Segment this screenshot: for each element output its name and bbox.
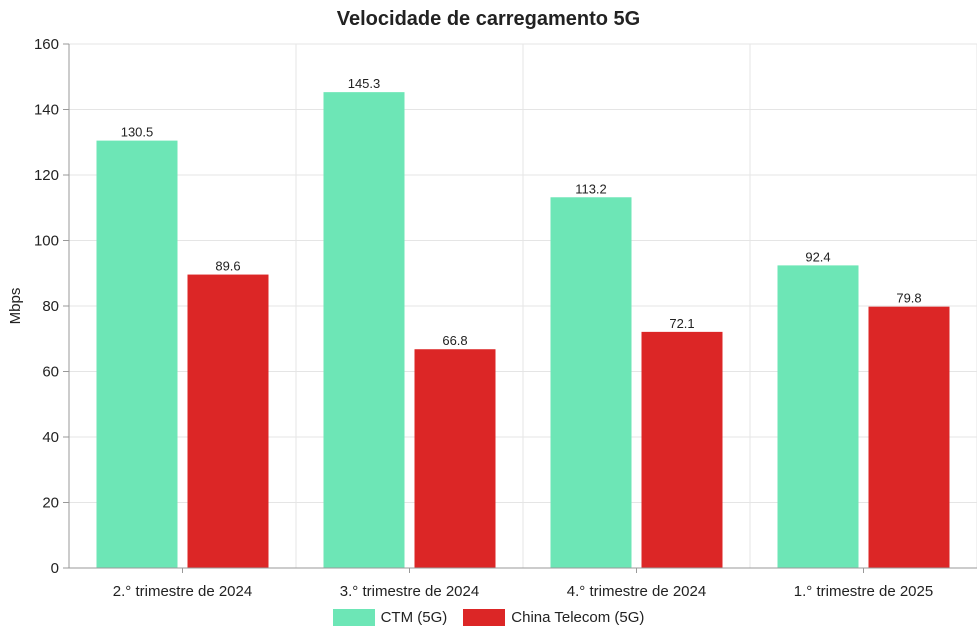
data-label: 145.3 xyxy=(348,76,381,91)
y-tick-label: 20 xyxy=(42,495,59,512)
data-label: 89.6 xyxy=(215,259,240,274)
data-label: 113.2 xyxy=(575,181,607,196)
bar-ctm[interactable] xyxy=(777,265,859,568)
y-tick-label: 0 xyxy=(51,560,59,577)
y-tick-label: 80 xyxy=(42,298,59,315)
x-tick-label: 3.° trimestre de 2024 xyxy=(340,583,479,600)
y-tick-label: 40 xyxy=(42,429,59,446)
bar-china-telecom[interactable] xyxy=(414,349,496,568)
data-label: 79.8 xyxy=(896,291,921,306)
bar-china-telecom[interactable] xyxy=(641,331,723,568)
y-tick-label: 160 xyxy=(34,36,59,53)
legend-item-china-telecom[interactable]: China Telecom (5G) xyxy=(463,609,644,626)
data-label: 130.5 xyxy=(121,125,154,140)
x-tick-label: 1.° trimestre de 2025 xyxy=(794,583,933,600)
bar-ctm[interactable] xyxy=(96,140,178,569)
x-tick-label: 2.° trimestre de 2024 xyxy=(113,583,252,600)
data-label: 72.1 xyxy=(669,316,694,331)
labels-layer: 130.5 89.6 145.3 66.8 113.2 72.1 92.4 79.8 xyxy=(121,76,922,348)
bar-china-telecom[interactable] xyxy=(868,306,950,568)
y-tick-label: 140 xyxy=(34,102,59,119)
legend-swatch-china-telecom xyxy=(463,609,506,626)
bar-china-telecom[interactable] xyxy=(187,274,269,568)
chart-title: Velocidade de carregamento 5G xyxy=(336,8,641,30)
x-tick-label: 4.° trimestre de 2024 xyxy=(567,583,706,600)
bar-ctm[interactable] xyxy=(323,92,405,568)
legend-item-ctm[interactable]: CTM (5G) xyxy=(332,609,448,626)
bar-ctm[interactable] xyxy=(550,197,632,568)
y-tick-label: 100 xyxy=(34,233,59,250)
data-label: 92.4 xyxy=(805,249,830,264)
y-axis-title: Mbps xyxy=(7,288,24,325)
data-label: 66.8 xyxy=(442,333,467,348)
y-tick-label: 120 xyxy=(34,167,59,184)
y-tick-label: 60 xyxy=(42,364,59,381)
legend-label-china-telecom: China Telecom (5G) xyxy=(511,609,645,626)
axes-layer: 0 20 40 60 80 100 120 140 160 2.° trimestre de 20… xyxy=(34,36,977,600)
legend-swatch-ctm xyxy=(332,609,375,626)
bars-layer xyxy=(96,92,950,569)
legend: CTM (5G) China Telecom (5G) xyxy=(0,609,977,626)
legend-label-ctm: CTM (5G) xyxy=(380,609,448,626)
